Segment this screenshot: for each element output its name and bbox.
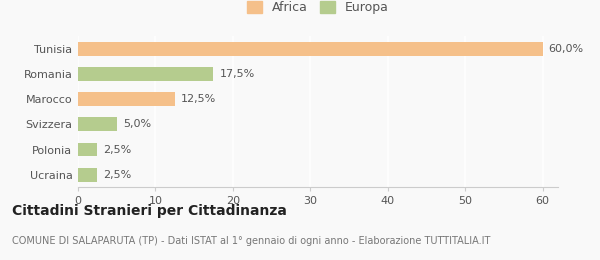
Bar (78, 92, 175, 106)
Text: 2,5%: 2,5% (104, 170, 132, 180)
Text: 2,5%: 2,5% (104, 145, 132, 154)
Bar (78, 118, 117, 131)
Text: COMUNE DI SALAPARUTA (TP) - Dati ISTAT al 1° gennaio di ogni anno - Elaborazione: COMUNE DI SALAPARUTA (TP) - Dati ISTAT a… (12, 236, 490, 246)
Bar (78, 142, 97, 157)
Text: 5,0%: 5,0% (123, 119, 151, 129)
Text: 17,5%: 17,5% (220, 69, 255, 79)
Bar (78, 42, 542, 56)
Bar (78, 67, 214, 81)
Bar (78, 168, 97, 181)
Text: Cittadini Stranieri per Cittadinanza: Cittadini Stranieri per Cittadinanza (12, 204, 287, 218)
Text: 60,0%: 60,0% (549, 44, 584, 54)
Text: 12,5%: 12,5% (181, 94, 216, 104)
Legend: Africa, Europa: Africa, Europa (243, 0, 393, 18)
